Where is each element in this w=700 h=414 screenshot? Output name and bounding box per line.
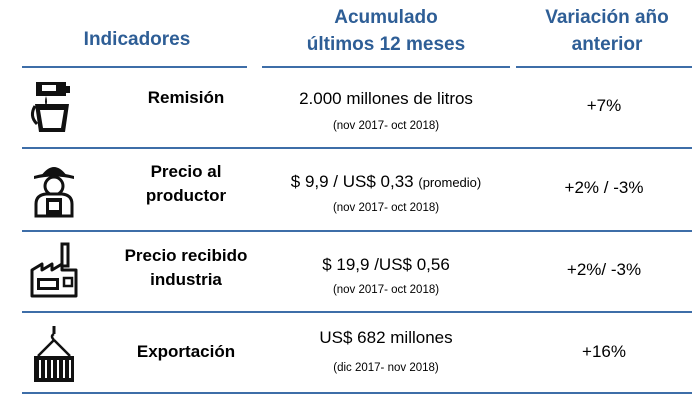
row-value-remision: 2.000 millones de litros <box>262 88 510 110</box>
row-value-precio-industria: $ 19,9 /US$ 0,56 <box>262 254 510 276</box>
row-period-exportacion: (dic 2017- nov 2018) <box>333 362 439 374</box>
header-accumulated-line1: Acumulado <box>334 7 438 28</box>
row-variation-remision: +7% <box>586 96 622 115</box>
row-value-exportacion: US$ 682 millones <box>262 327 510 349</box>
row-value-text: US$ 682 millones <box>319 328 453 347</box>
row-value-text: $ 19,9 /US$ 0,56 <box>322 255 450 274</box>
row-variation-precio-productor: +2% / -3% <box>564 178 644 197</box>
milk-bucket-icon <box>30 82 70 132</box>
factory-icon <box>30 242 78 298</box>
header-indicators: Indicadores <box>83 29 191 50</box>
header-divider-variation <box>516 66 692 68</box>
row-label-line: Precio recibido <box>124 246 248 265</box>
row-variation-precio-industria: +2%/ -3% <box>566 260 642 279</box>
row-divider <box>22 311 692 313</box>
header-variation-line1: Variación año <box>545 7 669 28</box>
row-label-line: Remisión <box>147 88 225 107</box>
row-label-line: Precio al <box>150 162 222 181</box>
row-label-exportacion: Exportación <box>96 340 276 364</box>
row-value-text: $ 9,9 / US$ 0,33 <box>290 172 414 191</box>
row-period-precio-industria: (nov 2017- oct 2018) <box>332 284 440 296</box>
header-divider-indicators <box>22 66 247 68</box>
shipping-container-icon <box>34 326 74 382</box>
row-label-line: productor <box>145 186 227 205</box>
header-accumulated-line2: últimos 12 meses <box>306 34 466 55</box>
row-variation-exportacion: +16% <box>582 342 626 361</box>
row-divider <box>22 147 692 149</box>
row-label-precio-industria: Precio recibido industria <box>96 244 276 292</box>
row-label-line: industria <box>150 270 222 289</box>
row-period-precio-productor: (nov 2017- oct 2018) <box>332 202 440 214</box>
header-variation-line2: anterior <box>571 34 643 55</box>
row-divider <box>22 392 692 394</box>
row-label-remision: Remisión <box>96 86 276 110</box>
row-value-text: 2.000 millones de litros <box>299 89 473 108</box>
row-value-precio-productor: $ 9,9 / US$ 0,33 (promedio) <box>262 171 510 194</box>
row-divider <box>22 230 692 232</box>
farmer-icon <box>34 167 74 218</box>
row-label-precio-productor: Precio al productor <box>96 160 276 208</box>
header-divider-accumulated <box>262 66 510 68</box>
row-period-remision: (nov 2017- oct 2018) <box>332 120 440 132</box>
row-value-note: (promedio) <box>418 175 482 190</box>
row-label-line: Exportación <box>136 342 236 361</box>
header-variation: Variación año anterior <box>516 4 698 58</box>
header-accumulated: Acumulado últimos 12 meses <box>262 4 510 58</box>
